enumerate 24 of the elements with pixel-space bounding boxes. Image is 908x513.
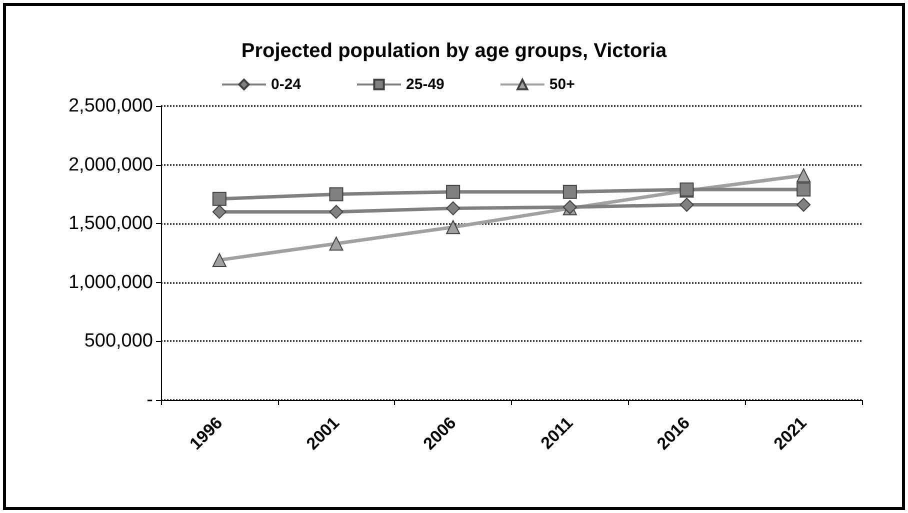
chart-title: Projected population by age groups, Victoria [241, 40, 668, 62]
point [680, 198, 694, 212]
y-tick-label: 2,000,000 [68, 154, 153, 176]
y-tick-label: 1,000,000 [68, 272, 153, 293]
legend-label: 0-24 [271, 76, 302, 93]
y-tick-label: 500,000 [84, 330, 153, 352]
point [212, 253, 226, 268]
point [212, 204, 226, 219]
point [796, 198, 811, 212]
point [796, 182, 811, 196]
point [446, 220, 460, 234]
point [446, 184, 460, 199]
y-tick-label: 1,500,000 [68, 213, 153, 234]
point [329, 204, 344, 219]
point [562, 184, 577, 199]
y-tick-label: - [146, 390, 153, 410]
point [329, 236, 344, 251]
point [329, 187, 344, 202]
point [796, 168, 811, 182]
point [212, 192, 226, 206]
legend-label: 25-49 [406, 76, 444, 93]
y-tick-label: 2,500,000 [68, 96, 153, 116]
point [446, 201, 460, 216]
legend-label: 50+ [549, 76, 576, 93]
